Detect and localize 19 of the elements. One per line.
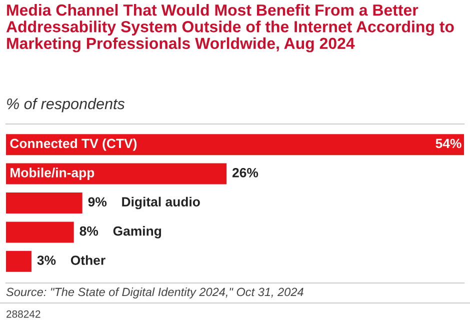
data-label: 9% <box>88 197 107 207</box>
y-tick-label: Mobile/in-app <box>10 168 94 180</box>
data-label: 26% <box>232 168 258 178</box>
bar <box>6 192 82 214</box>
bar <box>6 222 74 243</box>
data-label: 3% <box>37 256 56 265</box>
bar <box>6 163 227 184</box>
source-note: Source: "The State of Digital Identity 2024," Oct 31, 2024 <box>6 287 304 299</box>
y-tick-label: Other <box>70 255 106 265</box>
y-tick-label: Digital audio <box>122 196 200 210</box>
y-tick-label: Connected TV (CTV) <box>10 138 137 151</box>
chart-title: Media Channel That Would Most Benefit From a Better Addressability System Outside of the Internet According to Marketing Professionals Worldwide, Aug 2024 <box>6 4 454 52</box>
chart-subtitle: % of respondents <box>7 98 125 112</box>
y-tick-label: Gaming <box>113 226 162 238</box>
text: 288242 <box>6 310 40 318</box>
data-label: 54% <box>436 138 462 148</box>
data-label: 8% <box>80 226 98 236</box>
bar <box>6 134 464 156</box>
bar <box>6 250 32 272</box>
